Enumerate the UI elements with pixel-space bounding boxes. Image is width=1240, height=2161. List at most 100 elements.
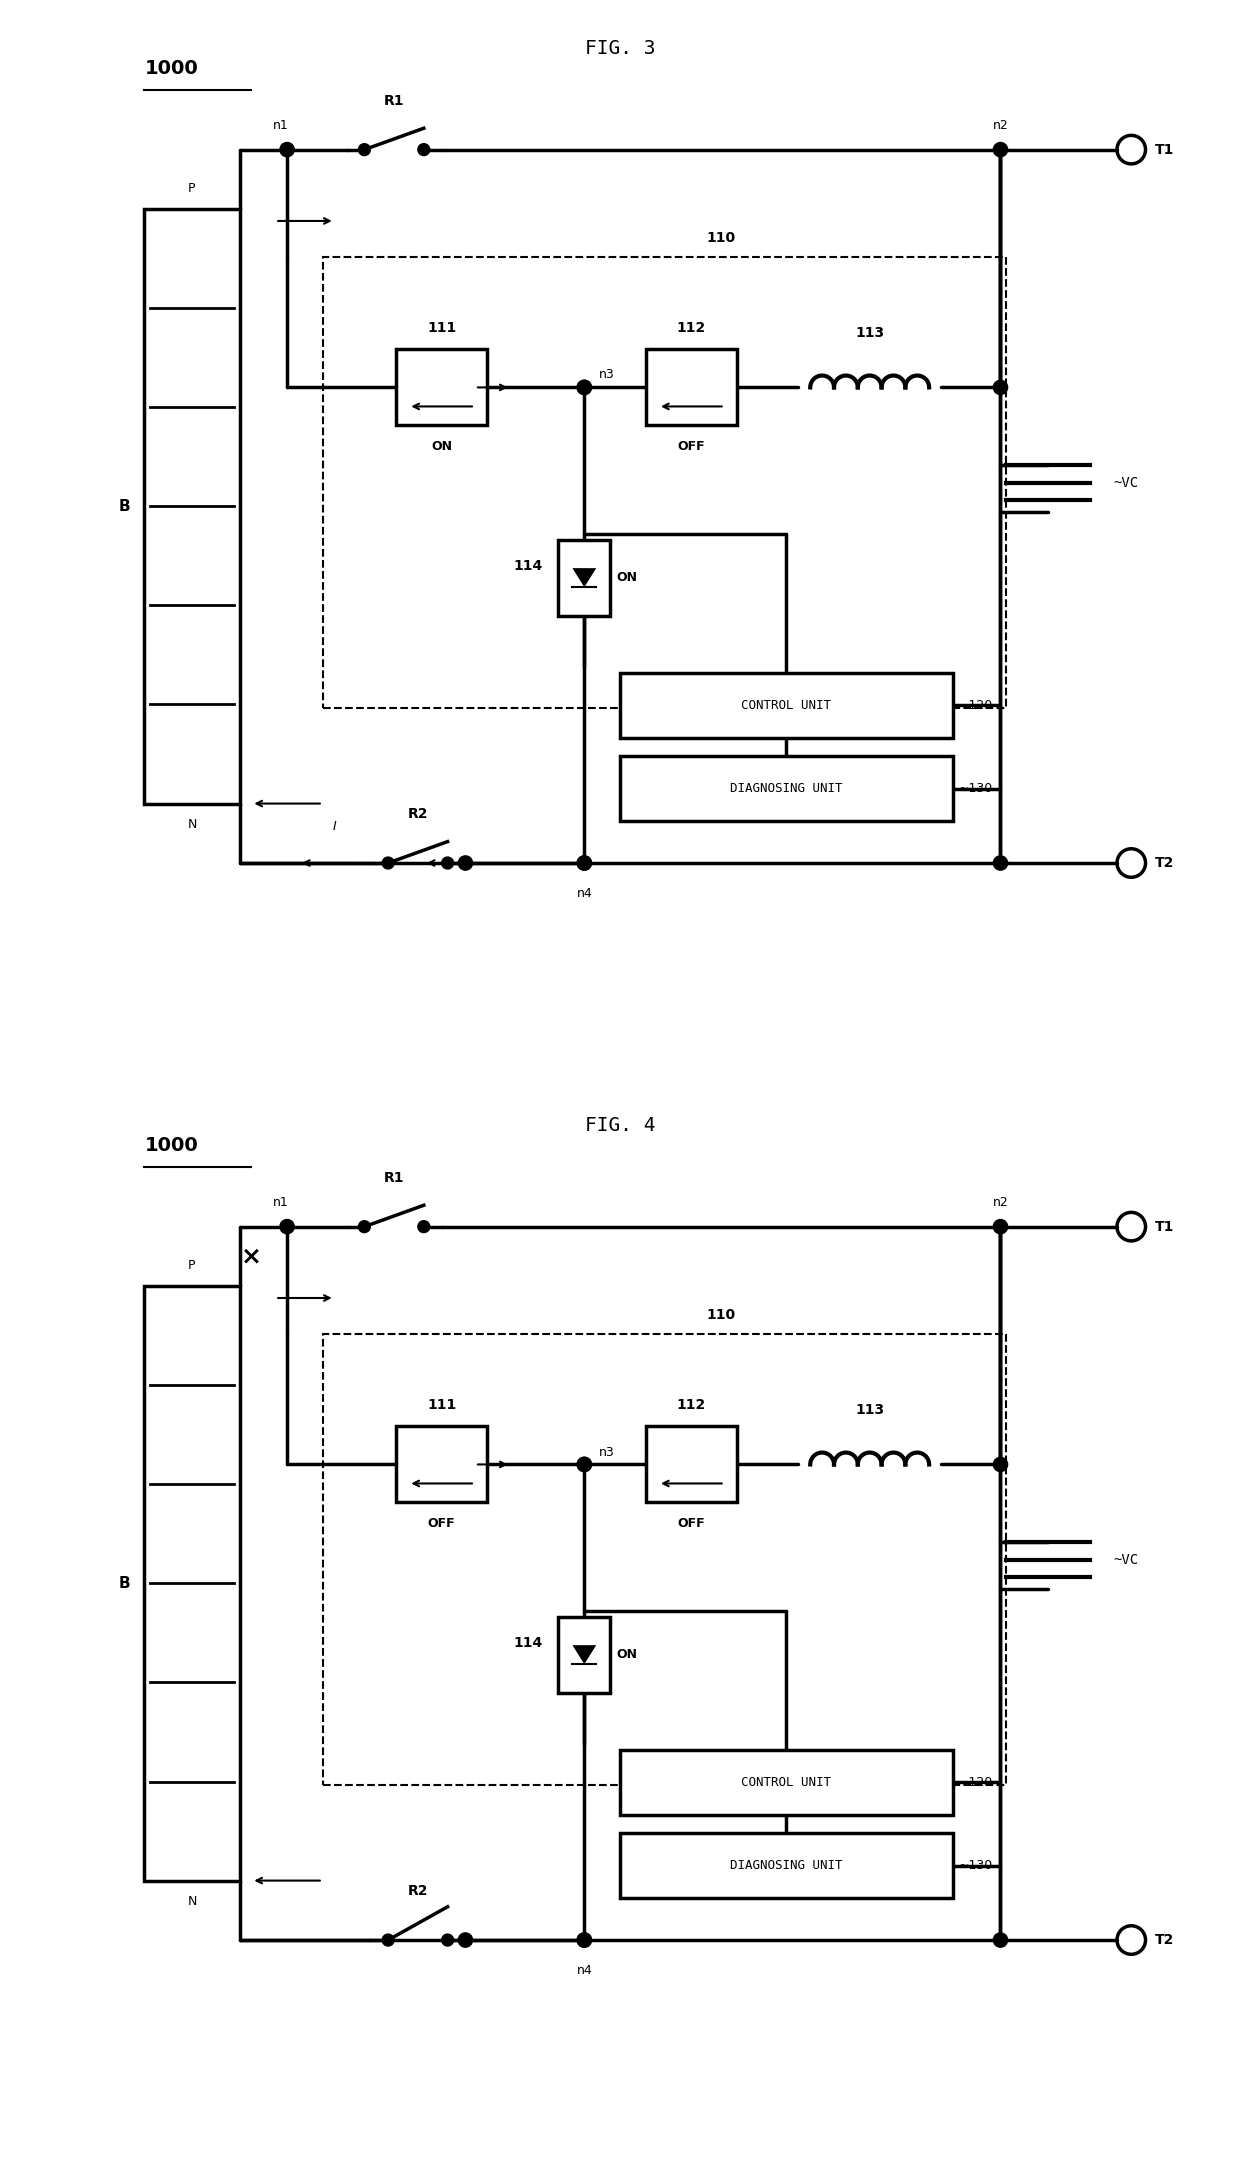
Text: R1: R1 (384, 95, 404, 108)
Circle shape (993, 1932, 1008, 1947)
Text: CONTROL UNIT: CONTROL UNIT (742, 1776, 832, 1789)
Circle shape (993, 856, 1008, 871)
Circle shape (577, 1932, 591, 1947)
Text: n3: n3 (599, 1446, 614, 1459)
Text: DIAGNOSING UNIT: DIAGNOSING UNIT (730, 1858, 843, 1871)
Circle shape (577, 1457, 591, 1472)
Text: P: P (188, 1260, 196, 1273)
Bar (144, 210, 239, 804)
Text: T1: T1 (1154, 143, 1174, 156)
Circle shape (418, 143, 430, 156)
Text: n4: n4 (577, 1964, 593, 1977)
Text: ~130: ~130 (959, 782, 993, 795)
Text: n1: n1 (273, 1195, 289, 1208)
Circle shape (358, 143, 371, 156)
Circle shape (459, 856, 472, 871)
Circle shape (577, 380, 591, 395)
Text: 1000: 1000 (144, 58, 198, 78)
Text: 111: 111 (427, 322, 456, 335)
Bar (646, 1426, 737, 1502)
Circle shape (993, 380, 1008, 395)
Text: n3: n3 (599, 370, 614, 382)
Circle shape (577, 856, 591, 871)
Text: 110: 110 (707, 1307, 735, 1323)
Circle shape (441, 1934, 454, 1947)
Polygon shape (428, 1452, 456, 1469)
Text: FIG. 3: FIG. 3 (585, 39, 655, 58)
Circle shape (418, 1221, 430, 1232)
Text: 112: 112 (677, 1398, 706, 1411)
Text: ~VC: ~VC (1114, 1552, 1138, 1567)
Bar (144, 1286, 239, 1880)
Circle shape (459, 1932, 472, 1947)
Bar (558, 540, 610, 616)
Circle shape (577, 856, 591, 871)
Bar (620, 756, 952, 821)
Polygon shape (677, 1452, 706, 1469)
Bar (397, 350, 487, 426)
Circle shape (993, 1457, 1008, 1472)
Polygon shape (573, 1645, 596, 1664)
Text: 111: 111 (427, 1398, 456, 1411)
Text: T2: T2 (1154, 856, 1174, 871)
Circle shape (280, 143, 294, 158)
Bar (620, 1750, 952, 1815)
Text: OFF: OFF (677, 1517, 706, 1530)
Text: DIAGNOSING UNIT: DIAGNOSING UNIT (730, 782, 843, 795)
Circle shape (577, 1457, 591, 1472)
Text: n2: n2 (992, 119, 1008, 132)
Circle shape (382, 858, 394, 869)
Text: ON: ON (616, 1649, 637, 1662)
Bar (322, 1333, 1007, 1785)
Text: n1: n1 (273, 119, 289, 132)
Text: R2: R2 (408, 1884, 428, 1897)
Bar (620, 672, 952, 739)
Text: OFF: OFF (428, 1517, 455, 1530)
Circle shape (382, 1934, 394, 1947)
Text: N: N (187, 817, 197, 830)
Text: ~VC: ~VC (1114, 475, 1138, 491)
Bar (397, 1426, 487, 1502)
Text: ON: ON (432, 439, 453, 454)
Text: ~120: ~120 (959, 698, 993, 711)
Text: 114: 114 (513, 560, 543, 573)
Text: 113: 113 (856, 1402, 884, 1418)
Bar (322, 257, 1007, 709)
Text: FIG. 4: FIG. 4 (585, 1115, 655, 1135)
Text: R2: R2 (408, 808, 428, 821)
Circle shape (577, 380, 591, 395)
Text: CONTROL UNIT: CONTROL UNIT (742, 698, 832, 711)
Circle shape (441, 858, 454, 869)
Circle shape (993, 1219, 1008, 1234)
Text: R1: R1 (384, 1171, 404, 1184)
Bar (620, 1833, 952, 1897)
Circle shape (577, 1932, 591, 1947)
Text: ~120: ~120 (959, 1776, 993, 1789)
Text: T1: T1 (1154, 1219, 1174, 1234)
Text: B: B (119, 1575, 130, 1590)
Text: ~130: ~130 (959, 1858, 993, 1871)
Bar (646, 350, 737, 426)
Text: n2: n2 (992, 1195, 1008, 1208)
Circle shape (358, 1221, 371, 1232)
Bar (558, 1616, 610, 1692)
Circle shape (280, 1219, 294, 1234)
Text: I: I (332, 821, 336, 834)
Text: ×: × (241, 1245, 262, 1269)
Polygon shape (677, 376, 706, 393)
Text: B: B (119, 499, 130, 514)
Text: N: N (187, 1895, 197, 1908)
Text: 114: 114 (513, 1636, 543, 1649)
Polygon shape (573, 568, 596, 588)
Text: n4: n4 (577, 886, 593, 899)
Text: ON: ON (616, 571, 637, 583)
Text: 110: 110 (707, 231, 735, 244)
Circle shape (993, 143, 1008, 158)
Text: 112: 112 (677, 322, 706, 335)
Text: T2: T2 (1154, 1934, 1174, 1947)
Text: 1000: 1000 (144, 1137, 198, 1156)
Polygon shape (428, 376, 456, 393)
Text: P: P (188, 182, 196, 194)
Text: OFF: OFF (677, 439, 706, 454)
Text: 113: 113 (856, 326, 884, 339)
